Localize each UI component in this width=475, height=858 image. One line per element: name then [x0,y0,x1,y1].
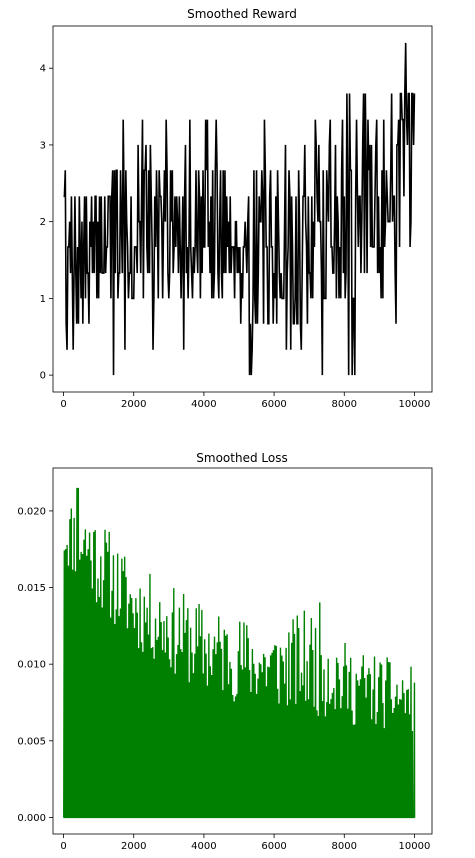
reward-chart-title: Smoothed Reward [187,7,297,21]
y-tick-label: 4 [40,64,46,75]
y-tick-label: 0.020 [17,506,46,517]
y-tick-label: 2 [40,217,46,228]
loss-plot-area [63,487,416,819]
reward-axes: 0 2000 4000 6000 8000 10000 0 1 2 3 4 [40,64,431,410]
x-tick-label: 4000 [191,841,216,852]
x-tick-label: 0 [60,841,66,852]
reward-series-line [63,42,416,376]
x-tick-label: 8000 [332,841,357,852]
loss-series-line [63,487,416,819]
loss-chart: Smoothed Loss 0 2000 4000 6000 8000 10000 0.00… [17,451,433,852]
x-tick-label: 8000 [332,399,357,410]
x-tick-label: 6000 [261,399,286,410]
x-tick-label: 10000 [399,841,431,852]
y-tick-label: 3 [40,140,46,151]
y-tick-label: 1 [40,294,46,305]
x-tick-label: 0 [60,399,66,410]
x-tick-label: 2000 [121,841,146,852]
loss-axes-frame [52,467,433,835]
y-tick-label: 0 [40,371,46,382]
reward-chart: Smoothed Reward 0 2000 4000 6000 8000 10000 0 1… [40,7,433,410]
reward-plot-area [63,42,416,376]
x-tick-label: 10000 [399,399,431,410]
y-tick-label: 0.015 [17,583,46,594]
loss-chart-title: Smoothed Loss [196,451,287,465]
y-tick-label: 0.010 [17,660,46,671]
y-tick-label: 0.000 [17,813,46,824]
x-tick-label: 2000 [121,399,146,410]
loss-axes: 0 2000 4000 6000 8000 10000 0.000 0.005 0.010 0.0… [17,506,430,852]
y-tick-label: 0.005 [17,736,46,747]
reward-axes-frame [52,25,433,393]
x-tick-label: 4000 [191,399,216,410]
x-tick-label: 6000 [261,841,286,852]
